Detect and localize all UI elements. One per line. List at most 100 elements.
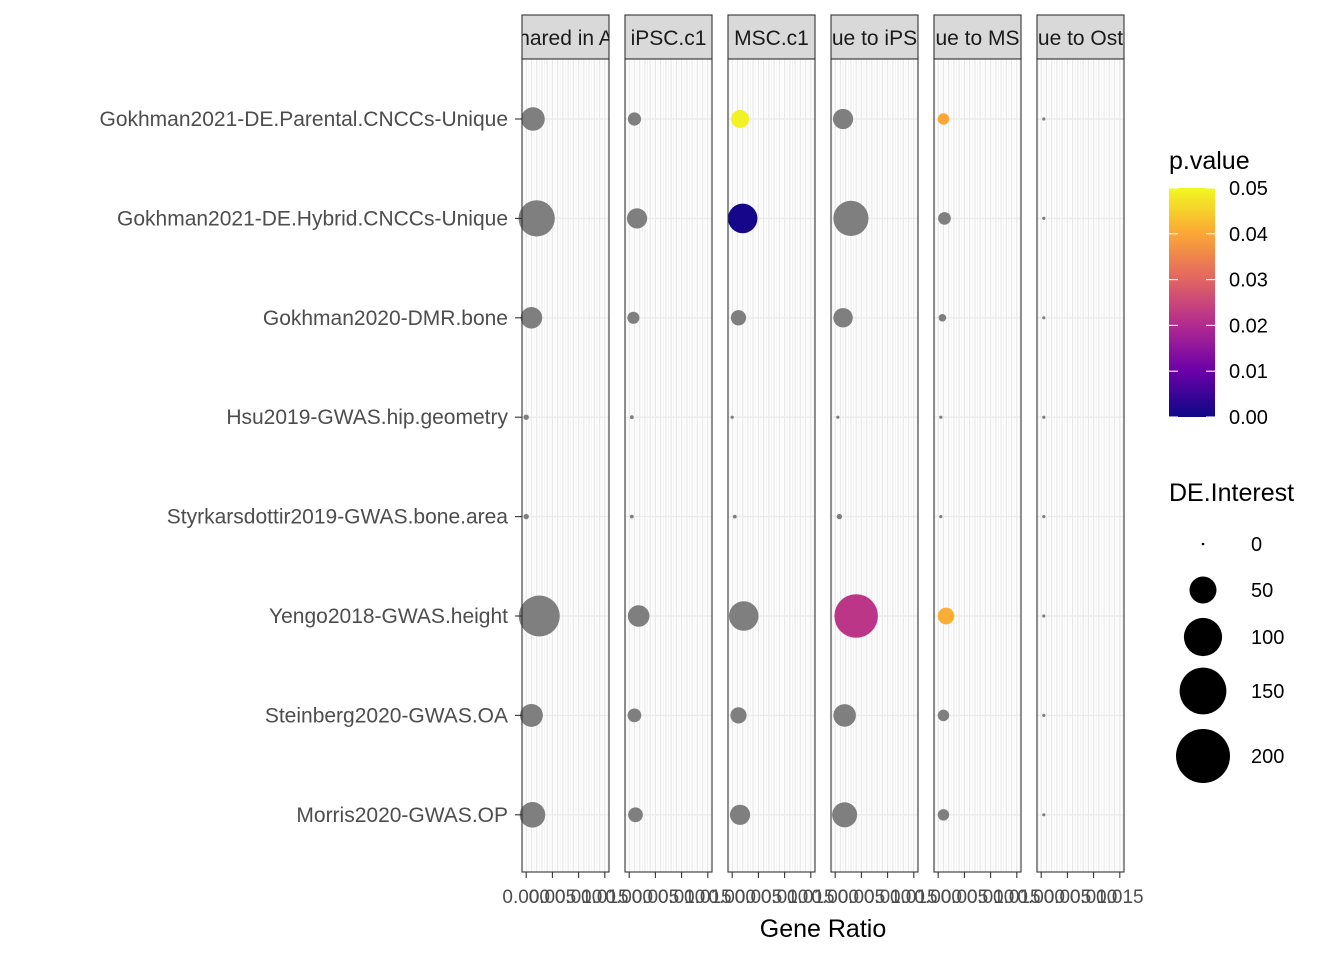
data-point — [833, 308, 853, 328]
size-legend-label: 50 — [1251, 580, 1273, 602]
data-point — [836, 415, 840, 419]
data-point — [833, 704, 856, 727]
x-tick-label: 0.000 — [605, 887, 653, 908]
x-axis-title: Gene Ratio — [760, 915, 886, 943]
colorbar-tick-label: 0.04 — [1229, 224, 1268, 246]
size-legend-key — [1189, 576, 1217, 604]
facet-strip — [521, 14, 610, 60]
row-label: Gokhman2020-DMR.bone — [263, 307, 508, 330]
size-legend-label: 0 — [1251, 534, 1262, 556]
data-point — [1042, 216, 1046, 220]
row-labels: Gokhman2021-DE.Parental.CNCCs-Unique Gokh… — [99, 108, 508, 827]
x-tick-label: 0.005 — [632, 887, 680, 908]
p-value-legend-title: p.value — [1169, 147, 1250, 175]
data-point — [732, 514, 737, 519]
row-label: Gokhman2021-DE.Hybrid.CNCCs-Unique — [117, 207, 508, 230]
data-point — [629, 415, 634, 420]
size-legend-key — [1201, 542, 1205, 546]
data-point — [730, 415, 734, 419]
colorbar-tick-label: 0.03 — [1229, 270, 1268, 292]
x-tick-label: 0.005 — [941, 887, 989, 908]
x-tick-label: 0.015 — [787, 887, 835, 908]
facet-strip — [727, 14, 816, 60]
data-point — [1042, 813, 1046, 817]
size-legend-label: 150 — [1251, 681, 1284, 703]
data-point — [523, 513, 529, 520]
data-point — [627, 708, 642, 723]
size-legend-key — [1179, 667, 1227, 715]
data-point — [836, 513, 843, 520]
data-point — [937, 113, 950, 125]
x-tick-label: 0.000 — [708, 887, 756, 908]
data-point — [730, 310, 747, 326]
panel-border — [521, 58, 610, 873]
de-interest-legend-title: DE.Interest — [1169, 479, 1294, 507]
panel-border — [1036, 58, 1125, 873]
x-tick-label: 0.005 — [735, 887, 783, 908]
data-point — [832, 108, 854, 130]
facet-strip — [624, 14, 713, 60]
facet-panels: hared in A0.0000.0050.0100.015iPSC.c10.0… — [502, 14, 1144, 908]
facet-strip — [830, 14, 919, 60]
data-point — [523, 414, 529, 420]
data-point — [1042, 117, 1046, 121]
row-label: Steinberg2020-GWAS.OA — [265, 704, 508, 727]
x-tick-label: 0.010 — [761, 887, 809, 908]
x-tick-label: 0.015 — [684, 887, 732, 908]
data-point — [629, 514, 634, 519]
facet-strip — [1036, 14, 1125, 60]
data-point — [1042, 713, 1046, 718]
panel-border — [624, 58, 713, 873]
data-point — [834, 594, 878, 638]
facet-strip-label: ue to iPS — [832, 27, 917, 50]
x-tick-label: 0.000 — [914, 887, 962, 908]
p-value-legend: p.value 0.05 0.04 0.03 0.02 0.01 0.00 — [1169, 147, 1268, 429]
colorbar-tick-label: 0.00 — [1229, 407, 1268, 429]
x-tick-label: 0.010 — [555, 887, 603, 908]
facet-strip-label: ue to MS — [935, 27, 1019, 50]
row-label: Gokhman2021-DE.Parental.CNCCs-Unique — [99, 108, 508, 131]
x-tick-label: 0.010 — [967, 887, 1015, 908]
data-point — [937, 709, 950, 722]
data-point — [520, 307, 543, 329]
colorbar-tick-label: 0.05 — [1229, 178, 1268, 200]
row-label: Yengo2018-GWAS.height — [269, 605, 508, 628]
data-point — [627, 311, 640, 324]
p-value-colorbar — [1169, 188, 1215, 417]
data-point — [729, 804, 751, 825]
data-point — [628, 807, 643, 823]
data-point — [727, 203, 758, 234]
x-tick-label: 0.005 — [529, 887, 577, 908]
data-point — [1042, 415, 1046, 419]
facet-strip-label: MSC.c1 — [734, 27, 809, 50]
colorbar-tick-label: 0.01 — [1229, 361, 1268, 383]
data-point — [627, 605, 650, 627]
data-point — [937, 607, 955, 625]
x-tick-label: 0.015 — [993, 887, 1041, 908]
data-point — [833, 200, 869, 237]
facet-strip-label: iPSC.c1 — [631, 27, 707, 50]
data-point — [626, 208, 648, 229]
data-point — [518, 200, 555, 237]
row-label: Morris2020-GWAS.OP — [296, 804, 508, 827]
row-label: Hsu2019-GWAS.hip.geometry — [226, 406, 508, 429]
data-point — [939, 515, 943, 519]
x-tick-label: 0.000 — [811, 887, 859, 908]
data-point — [728, 601, 759, 631]
facet-strip-label: hared in A — [518, 27, 613, 50]
data-point — [937, 809, 950, 821]
x-tick-label: 0.010 — [1070, 887, 1118, 908]
x-tick-label: 0.010 — [658, 887, 706, 908]
panel-border — [933, 58, 1022, 873]
data-point — [518, 595, 560, 637]
data-point — [1042, 515, 1046, 519]
x-tick-label: 0.015 — [890, 887, 938, 908]
facet-strip-label: ue to Ost — [1038, 27, 1123, 50]
x-tick-label: 0.010 — [864, 887, 912, 908]
